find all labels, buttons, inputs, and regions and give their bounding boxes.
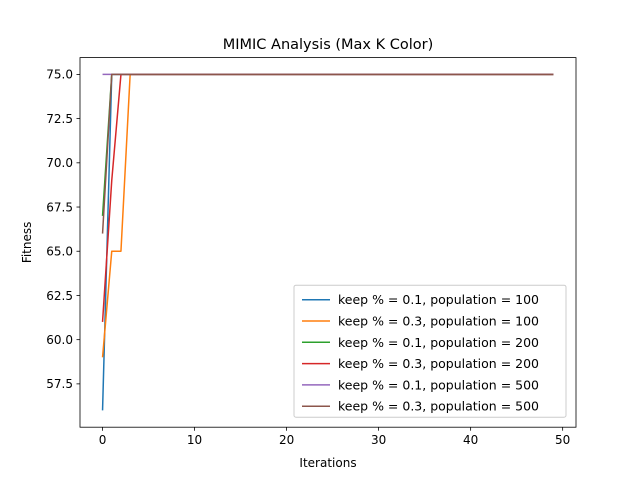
x-tick-label: 10 <box>187 433 202 447</box>
legend-label-5: keep % = 0.1, population = 500 <box>338 377 539 392</box>
legend-frame <box>293 284 567 418</box>
y-tick-label: 60.0 <box>46 333 73 347</box>
y-axis: 57.5 60.0 62.5 65.0 67.5 70.0 72.5 75.0 <box>46 68 80 391</box>
chart-title: MIMIC Analysis (Max K Color) <box>223 37 434 53</box>
y-tick-label: 75.0 <box>46 68 73 82</box>
legend-label-1: keep % = 0.1, population = 100 <box>338 292 539 307</box>
legend-label-2: keep % = 0.3, population = 100 <box>338 314 539 329</box>
legend-label-6: keep % = 0.3, population = 500 <box>338 399 539 414</box>
y-tick-label: 70.0 <box>46 156 73 170</box>
series-line-3 <box>101 73 554 216</box>
y-tick-label: 57.5 <box>46 377 73 391</box>
x-tick-label: 50 <box>555 433 570 447</box>
legend: keep % = 0.1, population = 100 keep % = 0… <box>293 284 567 418</box>
legend-label-3: keep % = 0.1, population = 200 <box>338 335 539 350</box>
y-tick-label: 62.5 <box>46 289 73 303</box>
x-axis-label: Iterations <box>299 456 356 470</box>
x-tick-label: 0 <box>99 433 107 447</box>
y-tick-label: 67.5 <box>46 200 73 214</box>
y-tick-label: 65.0 <box>46 245 73 259</box>
x-tick-label: 30 <box>371 433 386 447</box>
series-layer <box>101 73 554 411</box>
legend-label-4: keep % = 0.3, population = 200 <box>338 356 539 371</box>
x-tick-label: 40 <box>463 433 478 447</box>
x-axis: 0 10 20 30 40 50 <box>99 427 570 447</box>
x-tick-label: 20 <box>279 433 294 447</box>
series-line-6 <box>101 73 554 234</box>
plot-frame <box>79 57 577 428</box>
y-tick-label: 72.5 <box>46 112 73 126</box>
y-axis-label: Fitness <box>20 222 34 264</box>
